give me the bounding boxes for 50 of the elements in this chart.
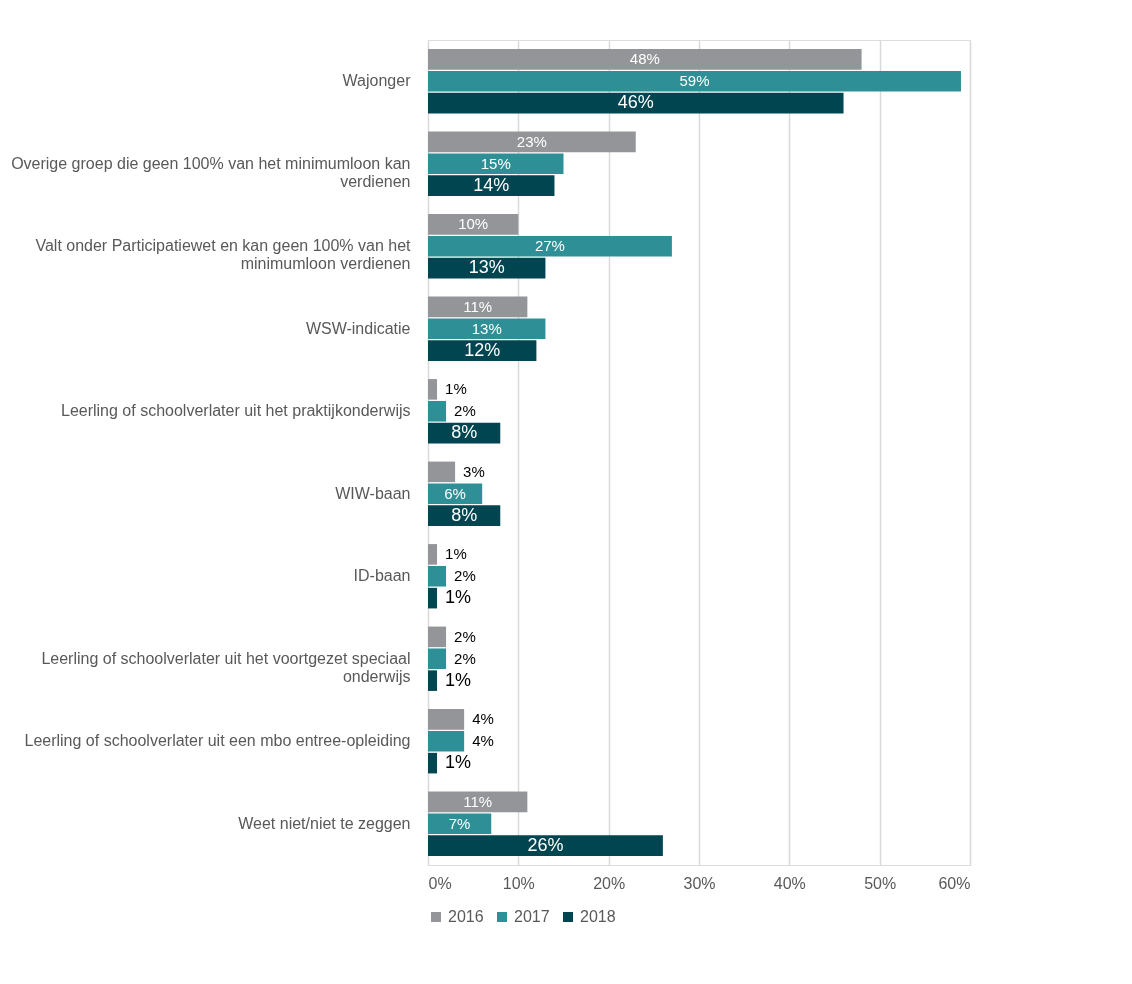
data-label: 2%	[454, 402, 476, 420]
data-label: 10%	[458, 215, 489, 233]
data-label: 59%	[679, 72, 710, 90]
legend-label: 2018	[580, 908, 616, 925]
x-tick-label: 30%	[683, 874, 716, 892]
x-tick-label: 10%	[502, 874, 535, 892]
data-label: 48%	[629, 50, 660, 68]
data-label: 27%	[534, 237, 565, 255]
y-tick-label: Leerling of schoolverlater uit het voortgezet speciaal onderwijs	[41, 649, 411, 685]
data-label: 1%	[445, 380, 467, 398]
data-label: 8%	[451, 422, 478, 443]
x-tick-label: 20%	[593, 874, 626, 892]
x-tick-label: 0%	[428, 874, 452, 892]
y-tick-label: Leerling of schoolverlater uit een mbo entree-opleiding	[24, 732, 411, 750]
data-label: 12%	[464, 339, 501, 360]
y-tick-label: Valt onder Participatiewet en kan geen 100% van het minimumloon verdienen	[35, 237, 412, 273]
data-label: 8%	[451, 504, 478, 525]
x-tick-label: 40%	[773, 874, 806, 892]
data-label: 1%	[445, 587, 472, 608]
data-label: 13%	[471, 319, 502, 337]
data-label: 3%	[463, 462, 485, 480]
data-label: 23%	[516, 132, 547, 150]
data-label: 26%	[527, 834, 564, 855]
data-label: 6%	[444, 484, 466, 502]
y-tick-label: Leerling of schoolverlater uit het praktijkonderwijs	[60, 402, 411, 420]
y-tick-label: WSW-indicatie	[305, 319, 411, 337]
data-label: 1%	[445, 669, 472, 690]
data-label: 4%	[472, 732, 494, 750]
legend-label: 2016	[448, 908, 484, 925]
y-tick-label: Wajonger	[342, 72, 412, 90]
y-tick-label: ID-baan	[353, 567, 411, 585]
data-label: 2%	[454, 627, 476, 645]
data-label: 11%	[463, 792, 493, 810]
data-label: 1%	[445, 752, 472, 773]
data-label: 14%	[473, 174, 510, 195]
data-label: 4%	[472, 710, 494, 728]
x-tick-label: 60%	[938, 874, 971, 892]
data-label: 1%	[445, 545, 467, 563]
data-label: 7%	[448, 814, 471, 832]
legend-label: 2017	[514, 908, 550, 925]
data-label: 15%	[480, 154, 511, 172]
y-tick-label: WIW-baan	[335, 484, 411, 502]
data-label: 46%	[617, 92, 654, 113]
x-tick-label: 50%	[864, 874, 897, 892]
data-label: 2%	[454, 567, 476, 585]
y-tick-label: Weet niet/niet te zeggen	[238, 814, 411, 832]
data-label: 13%	[468, 257, 505, 278]
data-label: 11%	[463, 297, 493, 315]
y-tick-label: Overige groep die geen 100% van het minimumloon kan verdienen	[11, 154, 411, 190]
data-label: 2%	[454, 649, 476, 667]
